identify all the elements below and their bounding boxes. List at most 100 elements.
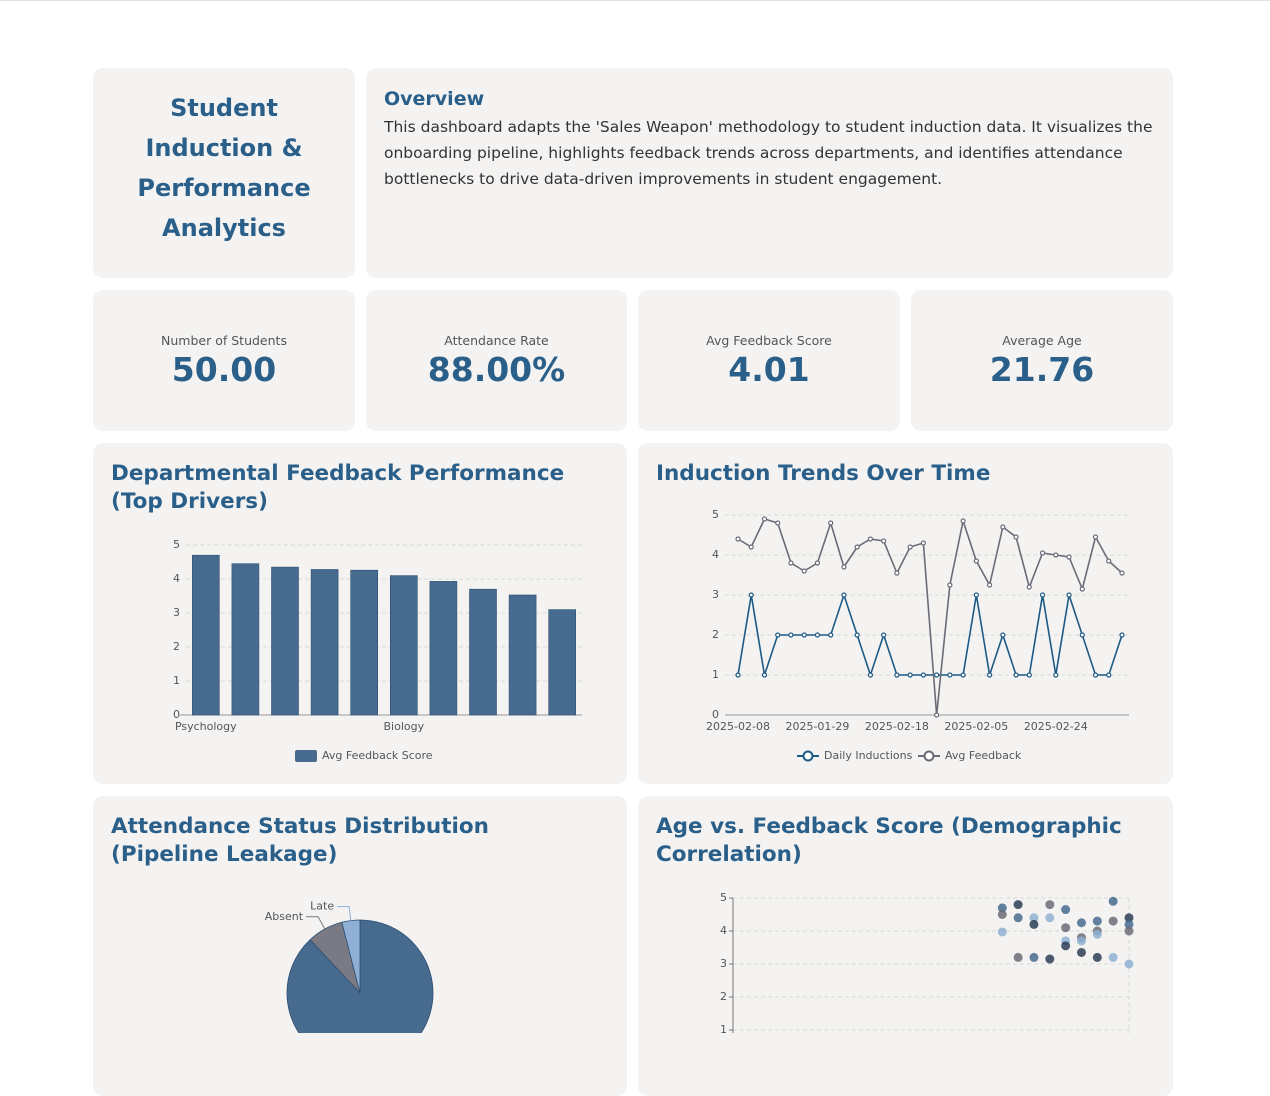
chart-layer: 0 1 2 3 4 5 Psychology Biology Avg Feedback Scor… <box>173 508 1134 1033</box>
point <box>1076 918 1086 928</box>
y-tick-label: 0 <box>173 708 180 721</box>
leader-line <box>306 916 326 930</box>
point <box>894 570 900 576</box>
point <box>1000 524 1006 530</box>
legend-marker <box>923 750 935 762</box>
point <box>801 632 807 638</box>
point <box>1066 592 1072 598</box>
x-tick-label: 2025-01-29 <box>785 720 849 733</box>
point <box>1124 926 1134 936</box>
kpi-label: Number of Students <box>161 333 287 348</box>
y-tick-label: 4 <box>720 924 727 937</box>
point <box>986 582 993 588</box>
bar <box>548 609 577 716</box>
bar <box>271 566 299 716</box>
point <box>867 672 874 678</box>
kpi-value: 50.00 <box>171 350 277 389</box>
chart-title: Age vs. Feedback Score (Demographic Corr… <box>656 814 1122 867</box>
point <box>960 672 966 678</box>
bar <box>429 581 458 716</box>
point <box>775 520 781 526</box>
kpi-card: Average Age 21.76 <box>911 290 1173 431</box>
y-tick-label: 5 <box>720 891 727 904</box>
legend-marker <box>802 750 814 762</box>
kpi-card: Number of Students 50.00 <box>93 290 355 431</box>
point <box>1039 592 1046 598</box>
y-tick-label: 3 <box>173 606 180 619</box>
point <box>788 632 794 638</box>
point <box>1026 672 1032 678</box>
chart-title: Induction Trends Over Time <box>656 461 991 486</box>
point <box>881 538 887 544</box>
x-tick-label: 2025-02-05 <box>944 720 1008 733</box>
legend-label: Avg Feedback Score <box>322 749 433 762</box>
header-card: Student Induction & Performance Analytic… <box>93 68 355 278</box>
point <box>1106 672 1112 678</box>
kpi-card: Attendance Rate 88.00% <box>366 290 627 431</box>
point <box>920 672 926 678</box>
point <box>1119 632 1125 638</box>
point <box>934 672 940 678</box>
point <box>1124 913 1134 923</box>
point <box>986 672 993 678</box>
point <box>814 560 821 566</box>
point <box>1092 672 1099 678</box>
y-tick-label: 1 <box>173 674 180 687</box>
y-tick-label: 5 <box>173 538 180 551</box>
point <box>997 927 1007 937</box>
point <box>1013 900 1023 910</box>
point <box>1061 941 1071 951</box>
point <box>1061 905 1071 915</box>
chart-card: Induction Trends Over Time <box>638 443 1173 784</box>
kpi-value: 88.00% <box>427 350 566 389</box>
point <box>973 592 979 598</box>
point <box>841 592 847 598</box>
y-tick-label: 2 <box>720 990 727 1003</box>
y-tick-label: 2 <box>712 628 719 641</box>
point <box>735 536 741 542</box>
point <box>934 712 940 718</box>
point <box>1000 632 1006 638</box>
kpi-card: Avg Feedback Score 4.01 <box>638 290 900 431</box>
point <box>854 544 860 550</box>
leader-line <box>337 906 352 921</box>
x-tick-label: 2025-02-24 <box>1024 720 1088 733</box>
point <box>1013 534 1019 540</box>
point <box>1026 584 1032 590</box>
overview-title: Overview <box>384 88 485 110</box>
point <box>1029 919 1039 929</box>
point <box>920 540 926 546</box>
y-tick-label: 5 <box>712 508 719 521</box>
point <box>894 672 900 678</box>
point <box>1029 952 1039 962</box>
point <box>761 672 768 678</box>
point <box>1045 913 1055 923</box>
point <box>1076 947 1086 957</box>
point <box>1092 952 1102 962</box>
point <box>947 672 953 678</box>
point <box>1076 936 1086 946</box>
point <box>1079 586 1085 592</box>
point <box>814 632 821 638</box>
overview-text: This dashboard adapts the 'Sales Weapon'… <box>384 118 1153 188</box>
point <box>801 568 807 574</box>
kpi-value: 21.76 <box>989 350 1095 389</box>
bar <box>231 563 260 716</box>
overview-card: Overview This dashboard adapts the 'Sale… <box>366 68 1173 278</box>
x-tick-label: Psychology <box>175 720 237 733</box>
point <box>1045 954 1055 964</box>
point <box>828 632 834 638</box>
point <box>1119 570 1125 576</box>
x-tick-label: 2025-02-08 <box>706 720 770 733</box>
chart-title: Departmental Feedback Performance (Top D… <box>111 461 565 514</box>
bar <box>192 554 220 716</box>
point <box>761 516 768 522</box>
y-tick-label: 2 <box>173 640 180 653</box>
point <box>1053 672 1059 678</box>
point <box>854 632 860 638</box>
bar <box>389 575 418 716</box>
y-tick-label: 3 <box>712 588 719 601</box>
chart-title: Attendance Status Distribution (Pipeline… <box>111 814 489 867</box>
legend-swatch <box>295 750 317 762</box>
y-tick-label: 1 <box>712 668 719 681</box>
